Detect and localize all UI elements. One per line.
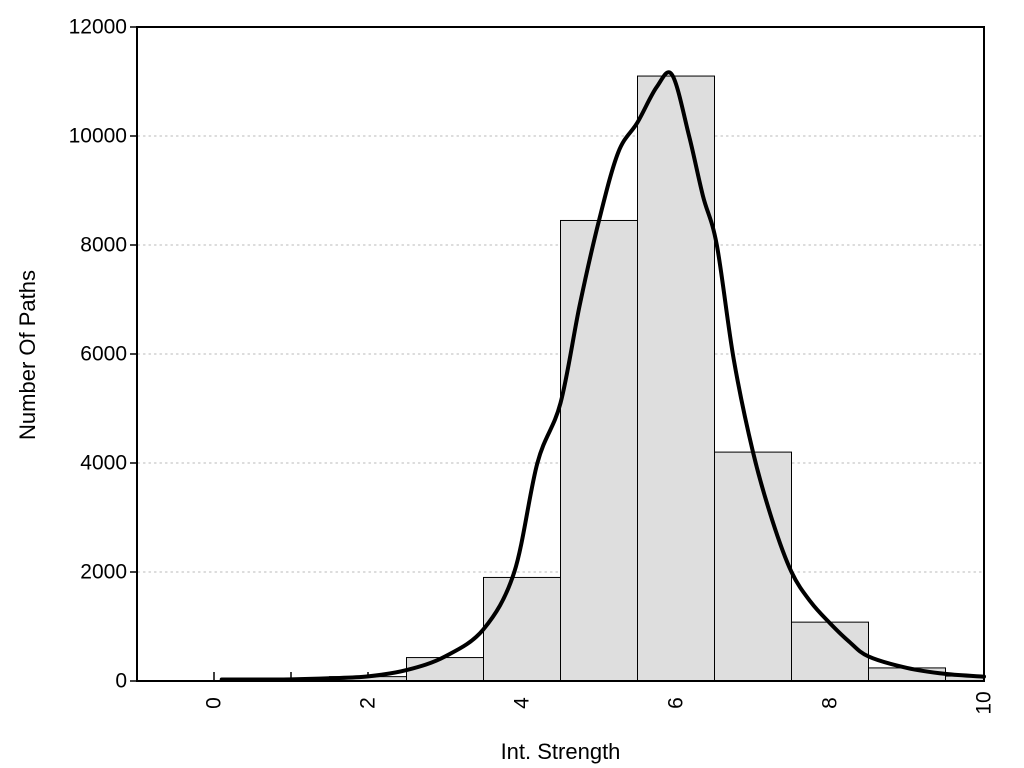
x-tick-label: 2 — [356, 697, 380, 709]
plot-border — [136, 26, 985, 682]
x-tick-label: 10 — [972, 691, 996, 715]
x-tick-label: 0 — [202, 697, 226, 709]
histogram-bar — [483, 576, 561, 682]
y-tick-label: 10000 — [68, 124, 127, 148]
histogram-bar — [714, 451, 792, 682]
y-tick-label: 6000 — [80, 342, 127, 366]
histogram-bar — [406, 657, 484, 682]
y-tick-label: 2000 — [80, 560, 127, 584]
y-tick-label: 4000 — [80, 451, 127, 475]
x-axis-title: Int. Strength — [500, 739, 621, 764]
x-tick-label: 6 — [664, 697, 688, 709]
histogram-bar — [560, 219, 638, 682]
y-axis-title: Number Of Paths — [15, 270, 40, 440]
x-tick-label: 4 — [510, 697, 534, 709]
y-tick-label: 0 — [115, 669, 127, 693]
y-tick-label: 12000 — [68, 15, 127, 39]
y-tick-label: 8000 — [80, 233, 127, 257]
histogram-bar — [791, 621, 869, 682]
histogram-bar — [637, 75, 715, 682]
x-tick-label: 8 — [818, 697, 842, 709]
density-curve — [219, 70, 986, 682]
